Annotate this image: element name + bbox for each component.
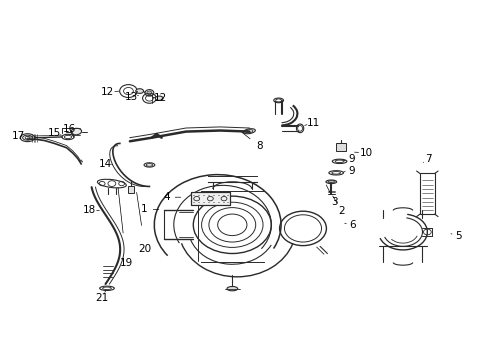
Text: 3: 3 <box>331 197 337 207</box>
Ellipse shape <box>325 180 336 184</box>
Text: 10: 10 <box>359 148 372 158</box>
Text: 8: 8 <box>255 141 262 151</box>
Text: 19: 19 <box>120 258 133 268</box>
Text: 1: 1 <box>141 204 147 215</box>
Text: 9: 9 <box>348 166 354 176</box>
Text: 4: 4 <box>163 192 169 202</box>
Text: 21: 21 <box>95 293 108 303</box>
Text: 7: 7 <box>425 154 431 164</box>
Text: 15: 15 <box>48 129 61 138</box>
Bar <box>335 143 345 151</box>
Text: 12: 12 <box>100 87 113 97</box>
Text: 20: 20 <box>138 244 151 254</box>
Bar <box>419 173 434 214</box>
Text: 16: 16 <box>62 124 76 134</box>
Bar <box>128 186 134 193</box>
Text: 5: 5 <box>454 231 461 241</box>
Text: 11: 11 <box>306 118 320 128</box>
Text: 17: 17 <box>12 131 25 140</box>
Bar <box>190 192 229 205</box>
Text: 13: 13 <box>124 92 138 102</box>
Ellipse shape <box>136 89 143 93</box>
Text: 9: 9 <box>348 154 354 164</box>
Text: 14: 14 <box>99 158 112 168</box>
Ellipse shape <box>226 287 237 291</box>
Ellipse shape <box>71 128 81 135</box>
Text: 18: 18 <box>82 206 96 216</box>
Text: 2: 2 <box>338 206 345 216</box>
Bar <box>190 192 229 205</box>
Ellipse shape <box>155 96 163 100</box>
Text: 12: 12 <box>154 93 167 103</box>
Text: 6: 6 <box>349 220 355 230</box>
